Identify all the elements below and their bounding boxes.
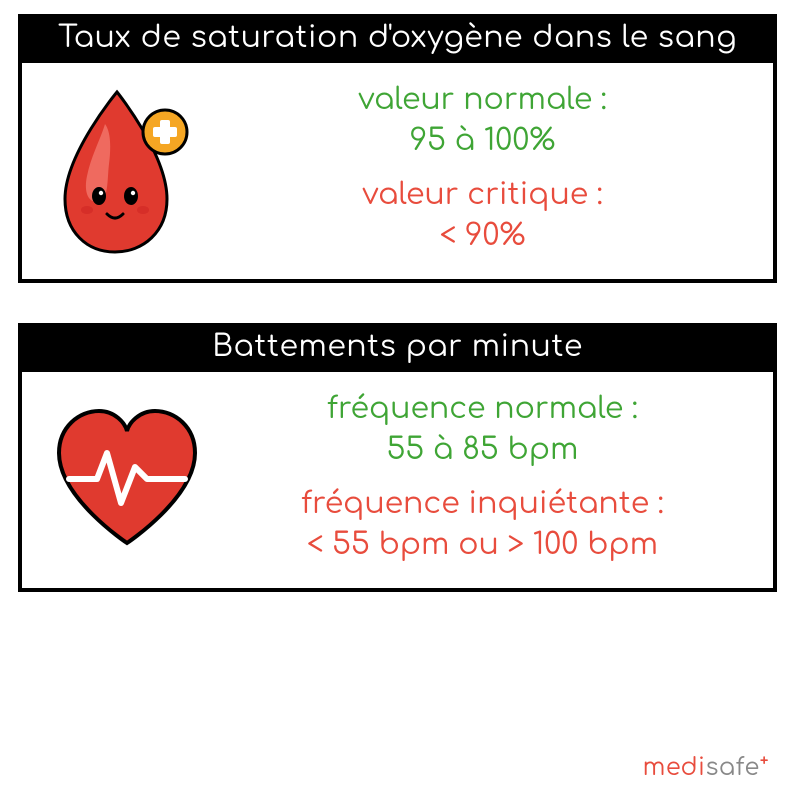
bpm-card: Battements par minute fréquence normale … bbox=[18, 323, 777, 592]
bpm-critical-label: fréquence inquiétante : bbox=[212, 485, 753, 526]
bpm-critical-value: < 55 bpm ou > 100 bpm bbox=[212, 526, 753, 567]
brand-part1: medi bbox=[643, 754, 706, 781]
oxygen-normal-value: 95 à 100% bbox=[212, 122, 753, 163]
oxygen-normal-label: valeur normale : bbox=[212, 81, 753, 122]
oxygen-card-title: Taux de saturation d'oxygène dans le san… bbox=[22, 18, 773, 63]
oxygen-card-body: valeur normale : 95 à 100% valeur critiq… bbox=[22, 63, 773, 279]
bpm-card-body: fréquence normale : 55 à 85 bpm fréquenc… bbox=[22, 372, 773, 588]
blood-drop-icon bbox=[42, 84, 212, 254]
bpm-normal-value: 55 à 85 bpm bbox=[212, 431, 753, 472]
brand-plus-icon: + bbox=[760, 752, 769, 770]
bpm-card-title: Battements par minute bbox=[22, 327, 773, 372]
bpm-normal-label: fréquence normale : bbox=[212, 390, 753, 431]
oxygen-critical-value: < 90% bbox=[212, 217, 753, 258]
oxygen-card: Taux de saturation d'oxygène dans le san… bbox=[18, 14, 777, 283]
brand-part2: safe bbox=[706, 754, 760, 781]
bpm-text: fréquence normale : 55 à 85 bpm fréquenc… bbox=[212, 390, 753, 566]
oxygen-text: valeur normale : 95 à 100% valeur critiq… bbox=[212, 81, 753, 257]
heart-icon bbox=[42, 403, 212, 553]
oxygen-critical-label: valeur critique : bbox=[212, 176, 753, 217]
brand-logo: medisafe+ bbox=[643, 752, 769, 781]
